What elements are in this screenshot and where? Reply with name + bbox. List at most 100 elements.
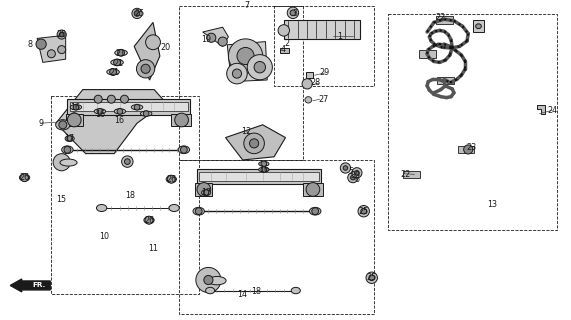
Circle shape	[247, 55, 272, 80]
Polygon shape	[458, 146, 474, 153]
Circle shape	[196, 268, 221, 292]
Ellipse shape	[115, 50, 127, 56]
Bar	[197, 169, 321, 184]
Circle shape	[70, 113, 78, 121]
Text: 5: 5	[349, 167, 353, 176]
Text: 25: 25	[134, 9, 144, 18]
Text: 4: 4	[281, 45, 286, 54]
Circle shape	[261, 167, 267, 172]
Ellipse shape	[144, 217, 154, 224]
Bar	[67, 99, 190, 115]
Text: 1: 1	[337, 32, 342, 41]
Ellipse shape	[291, 287, 300, 294]
Text: 29: 29	[319, 68, 329, 77]
Ellipse shape	[202, 190, 211, 196]
Text: 25: 25	[359, 207, 369, 216]
Circle shape	[302, 79, 312, 89]
Text: 19: 19	[202, 35, 212, 44]
Circle shape	[203, 190, 209, 196]
Text: 16: 16	[259, 165, 269, 174]
Circle shape	[366, 272, 377, 284]
Bar	[179, 6, 303, 160]
Polygon shape	[280, 48, 289, 53]
Circle shape	[118, 49, 124, 56]
Circle shape	[117, 108, 123, 114]
Bar	[284, 20, 360, 39]
Text: 16: 16	[70, 103, 81, 112]
Circle shape	[57, 30, 66, 39]
Polygon shape	[227, 42, 267, 82]
Ellipse shape	[111, 60, 123, 65]
Polygon shape	[171, 114, 191, 126]
Text: 30: 30	[351, 171, 361, 180]
Circle shape	[58, 46, 66, 53]
Circle shape	[110, 68, 116, 76]
Circle shape	[132, 8, 142, 19]
Ellipse shape	[476, 24, 481, 28]
Text: 14: 14	[237, 290, 247, 299]
Ellipse shape	[56, 120, 70, 130]
Ellipse shape	[62, 146, 73, 154]
Polygon shape	[436, 16, 453, 24]
Circle shape	[73, 104, 79, 110]
Text: 26: 26	[19, 173, 30, 182]
Ellipse shape	[94, 109, 106, 114]
Circle shape	[145, 216, 153, 224]
Text: 28: 28	[311, 78, 321, 87]
Text: FR.: FR.	[32, 283, 46, 288]
Ellipse shape	[305, 97, 312, 103]
Circle shape	[67, 113, 81, 127]
Bar	[179, 160, 374, 314]
Circle shape	[361, 208, 367, 214]
Circle shape	[143, 111, 149, 116]
Ellipse shape	[259, 167, 269, 172]
Circle shape	[227, 63, 247, 84]
Polygon shape	[56, 90, 166, 154]
Text: 12: 12	[241, 127, 251, 136]
Ellipse shape	[169, 204, 179, 212]
Text: 23: 23	[467, 143, 477, 152]
Text: 18: 18	[125, 191, 135, 200]
Ellipse shape	[65, 136, 74, 141]
Text: 16: 16	[95, 110, 105, 119]
Circle shape	[122, 156, 133, 167]
Polygon shape	[37, 35, 66, 62]
Text: 10: 10	[99, 232, 110, 241]
Polygon shape	[306, 72, 313, 78]
Text: 13: 13	[487, 200, 497, 209]
Circle shape	[254, 61, 266, 73]
Circle shape	[197, 183, 211, 196]
Circle shape	[64, 146, 71, 153]
Text: 25: 25	[367, 273, 377, 282]
Circle shape	[312, 208, 319, 215]
Circle shape	[287, 7, 299, 19]
Polygon shape	[403, 171, 420, 178]
Circle shape	[120, 95, 128, 103]
Circle shape	[278, 25, 289, 36]
Circle shape	[352, 168, 362, 178]
Circle shape	[94, 95, 102, 103]
Circle shape	[261, 161, 267, 167]
Circle shape	[134, 11, 140, 16]
Text: 11: 11	[148, 244, 158, 253]
Circle shape	[351, 175, 355, 180]
Text: 7: 7	[244, 1, 249, 10]
Text: 21: 21	[115, 49, 126, 58]
Text: 21: 21	[110, 68, 120, 77]
Circle shape	[59, 32, 64, 37]
Circle shape	[290, 10, 296, 16]
Circle shape	[244, 133, 264, 154]
Circle shape	[355, 171, 359, 175]
Circle shape	[306, 183, 320, 196]
Circle shape	[146, 35, 160, 50]
Circle shape	[47, 50, 55, 58]
Ellipse shape	[131, 105, 143, 110]
Circle shape	[141, 64, 150, 73]
Circle shape	[343, 166, 348, 170]
Ellipse shape	[206, 287, 215, 294]
Circle shape	[97, 108, 103, 114]
Ellipse shape	[70, 105, 82, 110]
Circle shape	[53, 154, 70, 171]
Circle shape	[358, 205, 369, 217]
Ellipse shape	[259, 161, 269, 166]
